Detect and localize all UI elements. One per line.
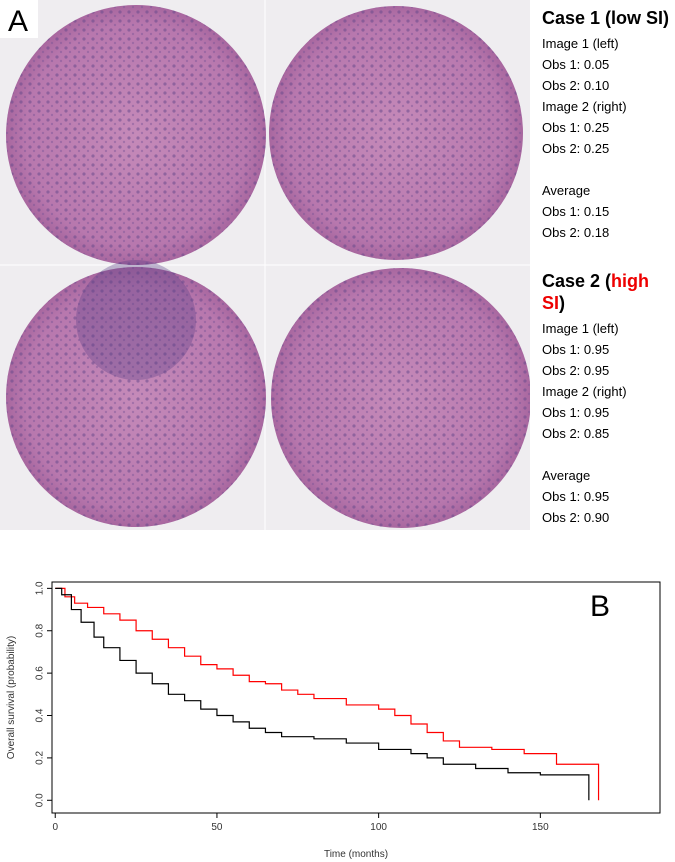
x-tick-label: 0 [52, 822, 58, 833]
case-line: Obs 1: 0.95 [542, 405, 610, 420]
case-line: Obs 1: 0.15 [542, 204, 610, 219]
case-line: Average [542, 468, 591, 483]
tissue-core [6, 5, 266, 265]
case-line: Obs 1: 0.05 [542, 57, 610, 72]
case-title: Case 1 (low SI) [542, 8, 670, 28]
panel-label-box [0, 0, 38, 38]
tissue-core [271, 268, 530, 528]
survival-curve [55, 587, 590, 801]
y-tick-label: 0.8 [35, 623, 46, 637]
case-title: Case 2 (high SI) [542, 270, 674, 314]
x-tick-label: 100 [370, 822, 387, 833]
title-text: ) [559, 293, 566, 313]
tissue-core [269, 6, 523, 260]
x-axis-label: Time (months) [324, 849, 388, 860]
case-info: Case 1 (low SI) Image 1 (left) Obs 1: 0.0… [542, 7, 674, 243]
x-tick-label: 50 [211, 822, 223, 833]
case-line: Obs 1: 0.25 [542, 120, 610, 135]
case-line: Obs 2: 0.95 [542, 363, 610, 378]
panel-label: B [590, 590, 610, 623]
y-tick-label: 0.4 [35, 708, 46, 722]
title-text: Case 2 ( [542, 271, 612, 291]
case-line: Obs 2: 0.90 [542, 510, 610, 525]
case-line: Obs 2: 0.18 [542, 225, 610, 240]
case-line: Image 1 (left) [542, 321, 619, 336]
histology-panel: A [0, 0, 530, 530]
case-line: Image 2 (right) [542, 384, 627, 399]
case-line: Obs 1: 0.95 [542, 342, 610, 357]
case-line: Average [542, 183, 591, 198]
survival-chart: 0 50 100 150 0.0 0.2 0.4 0.6 0.8 1.0 Time (months)… [6, 581, 661, 860]
x-tick-label: 150 [532, 822, 549, 833]
title-highlight: high SI [542, 271, 650, 313]
y-tick-label: 0.0 [35, 793, 46, 807]
y-axis-label: Overall survival (probability) [6, 636, 17, 759]
survival-curve [55, 587, 600, 801]
y-tick-label: 0.6 [35, 666, 46, 680]
case-line: Obs 2: 0.10 [542, 78, 610, 93]
case-line: Obs 1: 0.95 [542, 489, 610, 504]
case-line: Image 2 (right) [542, 99, 627, 114]
case-line: Image 1 (left) [542, 36, 619, 51]
case-line: Obs 2: 0.85 [542, 426, 610, 441]
case-line: Obs 2: 0.25 [542, 141, 610, 156]
tissue-core [6, 260, 266, 527]
y-tick-label: 0.2 [35, 751, 46, 765]
panel-label: A [8, 5, 28, 38]
y-tick-label: 1.0 [35, 581, 46, 595]
plot-frame [51, 581, 661, 814]
case-info: Case 2 (high SI) Image 1 (left) Obs 1: 0.… [542, 270, 674, 528]
